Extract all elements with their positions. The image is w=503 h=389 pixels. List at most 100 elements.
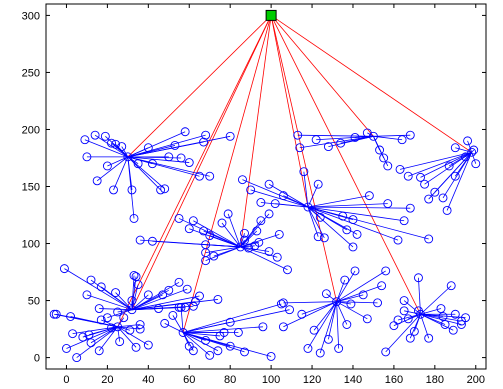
sensor-node (59, 264, 69, 274)
cluster-edge (183, 326, 263, 333)
sensor-node (201, 256, 211, 266)
sensor-node (285, 305, 294, 315)
cluster-edge (131, 295, 200, 311)
sensor-node (424, 333, 434, 343)
cluster-edge (101, 286, 133, 311)
sensor-node (84, 330, 94, 340)
cluster-edge (242, 179, 309, 208)
sensor-node (225, 317, 235, 327)
sensor-node (135, 235, 145, 245)
sensor-node (405, 333, 415, 343)
cluster-edge (117, 326, 137, 348)
sensor-node (94, 346, 104, 356)
sensor-node (266, 352, 276, 361)
cluster-edge (446, 152, 473, 211)
sensor-node (66, 312, 76, 321)
sensor-node (381, 347, 391, 357)
sensor-node (233, 328, 243, 337)
sensor-node (49, 309, 59, 319)
sensor-node (143, 143, 153, 153)
sensor-node (188, 346, 198, 356)
sensor-node (342, 320, 352, 329)
cluster-head-node (303, 202, 313, 212)
cluster-edge (209, 235, 241, 248)
sensor-node (346, 299, 356, 309)
sensor-node (252, 226, 262, 236)
x-tick-label: 40 (142, 374, 154, 386)
cluster-edge (113, 156, 129, 191)
cluster-edge (408, 151, 472, 177)
sensor-node (225, 131, 235, 141)
sensor-node (405, 203, 415, 213)
cluster-head-node (127, 305, 137, 315)
sensor-node (86, 338, 96, 348)
cluster-edge (240, 246, 278, 258)
y-tick-label: 100 (22, 239, 40, 251)
cluster-edge (99, 308, 132, 311)
sensor-node (188, 301, 198, 311)
sensor-node (309, 325, 319, 335)
cluster-edge (127, 131, 186, 158)
sensor-node (205, 350, 215, 360)
cluster-edge (221, 222, 241, 248)
sensor-node (131, 342, 141, 352)
sensor-node (420, 179, 430, 189)
sensor-node (195, 171, 204, 181)
cluster-edge (454, 152, 473, 177)
sensor-node (147, 236, 157, 246)
cluster-edge (127, 156, 182, 159)
sensor-node (133, 159, 143, 169)
sensor-node (201, 336, 211, 345)
cluster-edge (340, 135, 374, 144)
sensor-node (174, 277, 184, 287)
sensor-node (82, 152, 92, 162)
sensor-node (176, 302, 186, 312)
y-tick-label: 0 (34, 353, 40, 365)
x-tick-label: 60 (183, 374, 195, 386)
sink-edge (270, 15, 337, 302)
cluster-edge (127, 156, 135, 219)
sensor-node (264, 209, 274, 219)
sensor-node (129, 213, 139, 223)
sensor-node (379, 153, 389, 163)
cluster-head-node (123, 152, 133, 162)
sensor-node (399, 306, 409, 316)
sensor-node (336, 138, 346, 148)
cluster-head-node (113, 322, 123, 332)
cluster-edge (240, 246, 288, 271)
cluster-edge (213, 246, 241, 257)
sensor-node (182, 284, 192, 294)
sensor-node (450, 143, 460, 153)
sensor-node (147, 159, 157, 169)
sensor-node (444, 161, 454, 171)
cluster-edge (420, 308, 442, 315)
sensor-node (205, 171, 215, 181)
cluster-edge (131, 288, 188, 311)
cluster-edge (90, 326, 118, 344)
sensor-node (107, 323, 116, 333)
sensor-node (348, 242, 358, 252)
sensor-node (72, 353, 82, 363)
sensor-node (278, 298, 288, 308)
sensor-node (315, 348, 325, 358)
sensor-node (135, 324, 145, 334)
cluster-edge (420, 313, 462, 325)
cluster-edge (88, 326, 118, 336)
sensor-node (323, 142, 333, 152)
cluster-edge (420, 151, 472, 178)
cluster-edge (240, 246, 270, 252)
sensor-node (450, 309, 460, 319)
cluster-edge (399, 151, 472, 170)
sink-edge (117, 15, 272, 327)
sensor-node (393, 235, 403, 245)
cluster-edge (336, 270, 356, 302)
sensor-node (258, 322, 268, 332)
sensor-node (416, 172, 425, 182)
sensor-node (238, 175, 247, 185)
sensor-node (323, 334, 333, 344)
sensor-node (283, 265, 292, 275)
cluster-edge (183, 332, 220, 337)
sensor-node (92, 176, 102, 186)
x-tick-label: 120 (303, 374, 321, 386)
sensor-node (119, 313, 129, 323)
